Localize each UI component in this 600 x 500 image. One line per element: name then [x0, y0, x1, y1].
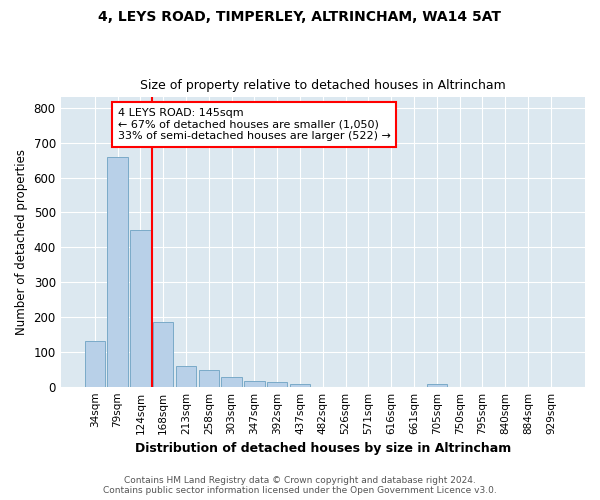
Y-axis label: Number of detached properties: Number of detached properties: [15, 149, 28, 335]
Bar: [427, 384, 447, 386]
Text: 4, LEYS ROAD, TIMPERLEY, ALTRINCHAM, WA14 5AT: 4, LEYS ROAD, TIMPERLEY, ALTRINCHAM, WA1…: [98, 10, 502, 24]
X-axis label: Distribution of detached houses by size in Altrincham: Distribution of detached houses by size …: [135, 442, 511, 455]
Bar: [85, 342, 105, 386]
Bar: [153, 322, 173, 386]
Bar: [176, 366, 196, 386]
Bar: [107, 156, 128, 386]
Bar: [267, 382, 287, 386]
Text: 4 LEYS ROAD: 145sqm
← 67% of detached houses are smaller (1,050)
33% of semi-det: 4 LEYS ROAD: 145sqm ← 67% of detached ho…: [118, 108, 391, 141]
Bar: [130, 230, 151, 386]
Title: Size of property relative to detached houses in Altrincham: Size of property relative to detached ho…: [140, 79, 506, 92]
Bar: [199, 370, 219, 386]
Bar: [221, 377, 242, 386]
Bar: [244, 382, 265, 386]
Text: Contains HM Land Registry data © Crown copyright and database right 2024.
Contai: Contains HM Land Registry data © Crown c…: [103, 476, 497, 495]
Bar: [290, 384, 310, 386]
